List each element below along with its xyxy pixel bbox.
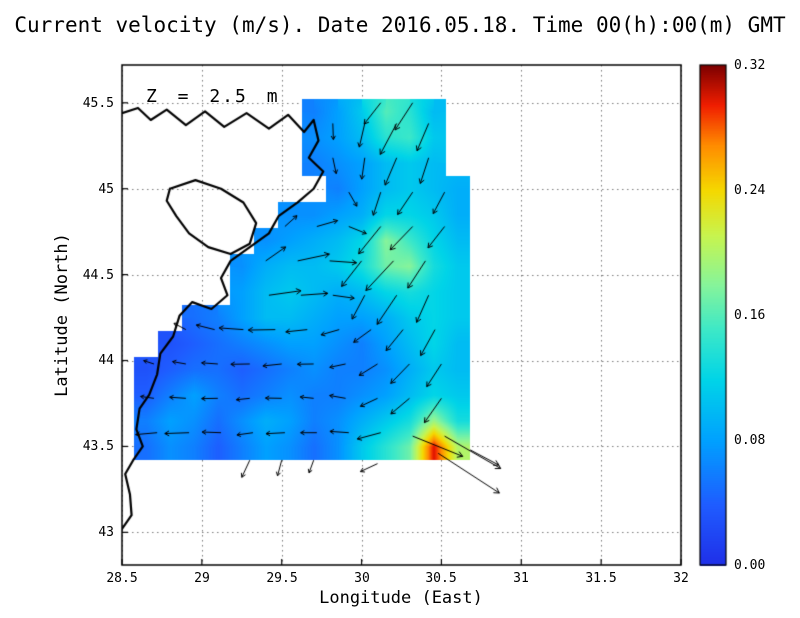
depth-annotation: Z = 2.5 m <box>146 86 280 107</box>
y-tick-label: 44.5 <box>82 268 114 283</box>
x-tick-label: 29 <box>194 571 210 586</box>
colorbar-tick-label: 0.24 <box>734 183 766 198</box>
y-tick-label: 45 <box>98 182 114 197</box>
colorbar-tick-label: 0.00 <box>734 558 766 573</box>
y-tick-label: 45.5 <box>82 96 114 111</box>
x-tick-label: 31 <box>513 571 529 586</box>
x-tick-label: 30 <box>354 571 370 586</box>
plot-title: Current velocity (m/s). Date 2016.05.18.… <box>14 13 786 37</box>
y-tick-label: 43 <box>98 525 114 540</box>
colorbar-tick-label: 0.16 <box>734 308 766 323</box>
x-tick-label: 31.5 <box>585 571 617 586</box>
x-tick-label: 30.5 <box>425 571 457 586</box>
x-axis-label: Longitude (East) <box>319 588 483 608</box>
x-tick-label: 28.5 <box>106 571 138 586</box>
x-tick-label: 32 <box>673 571 689 586</box>
y-tick-label: 44 <box>98 353 114 368</box>
x-tick-label: 29.5 <box>266 571 298 586</box>
y-tick-label: 43.5 <box>82 439 114 454</box>
colorbar-tick-label: 0.08 <box>734 433 766 448</box>
colorbar-tick-label: 0.32 <box>734 58 766 73</box>
y-axis-label: Latitude (North) <box>52 233 72 397</box>
